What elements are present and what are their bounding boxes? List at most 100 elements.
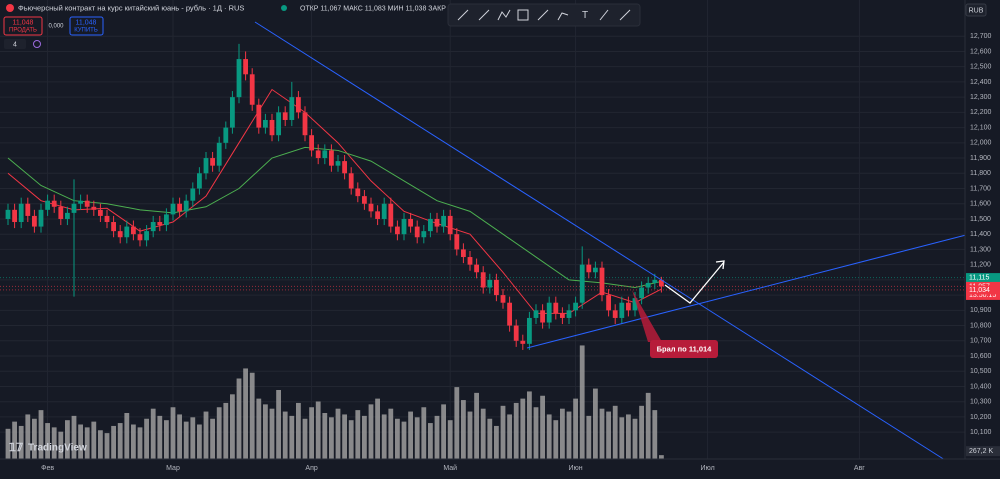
volume-bar	[441, 404, 446, 459]
volume-bar	[368, 404, 374, 459]
candle-body	[467, 257, 473, 265]
volume-bar	[236, 378, 242, 459]
volume-bar	[612, 405, 618, 459]
volume-bar	[428, 423, 433, 459]
candle-body	[216, 142, 222, 166]
volume-bar	[243, 368, 248, 459]
volume-bar	[342, 414, 347, 459]
volume-bar	[560, 408, 565, 459]
symbol-icon	[6, 4, 14, 12]
volume-bar	[124, 413, 130, 459]
buy-label[interactable]: КУПИТЬ	[74, 28, 98, 34]
x-tick-label: Июн	[569, 465, 583, 472]
volume-bar	[170, 407, 176, 459]
volume-bar	[5, 428, 11, 459]
volume-bar	[117, 423, 123, 459]
volume-bar	[348, 420, 354, 459]
volume-bar	[71, 415, 77, 459]
candle-body	[144, 231, 149, 241]
candle-body	[652, 279, 658, 283]
currency[interactable]: RUB	[969, 7, 984, 14]
y-tick-label: 12,300	[970, 94, 992, 101]
volume-bar	[91, 421, 97, 459]
candle-body	[342, 161, 347, 174]
indicator-count[interactable]: 4	[13, 41, 17, 48]
volume-bar	[230, 394, 235, 459]
arrow	[664, 261, 725, 304]
candle-body	[566, 310, 572, 318]
candle-body	[38, 209, 44, 227]
candle-body	[98, 209, 103, 216]
sell-price[interactable]: 11,048	[13, 19, 34, 26]
volume-bar	[282, 411, 288, 459]
currency-box[interactable]	[965, 3, 987, 17]
y-tick-label: 10,500	[970, 368, 992, 375]
candle-body	[454, 234, 460, 250]
y-tick-label: 11,500	[970, 216, 991, 223]
candle-body	[25, 203, 31, 216]
candle-body	[84, 200, 90, 207]
volume-bar	[487, 418, 493, 459]
volume-bar	[447, 420, 453, 459]
volume-bar	[401, 421, 407, 459]
candle-body	[150, 222, 156, 232]
y-tick-label: 12,100	[970, 124, 992, 131]
candle-body	[355, 188, 361, 197]
volume-bar	[25, 414, 31, 459]
candle-body	[619, 302, 625, 318]
candle-body	[256, 104, 262, 128]
candle-body	[362, 196, 367, 204]
candle-body	[428, 218, 433, 232]
candle-body	[659, 279, 664, 287]
candle-body	[434, 218, 440, 227]
y-tick-label: 10,300	[970, 399, 992, 406]
candle-body	[315, 150, 321, 159]
indicator-icon[interactable]	[33, 40, 41, 48]
candle-body	[164, 214, 169, 226]
x-tick-label: Мар	[166, 465, 180, 472]
candle-body	[58, 206, 64, 219]
price-badge	[966, 273, 1000, 283]
buy-price[interactable]: 11,048	[76, 19, 97, 26]
candle-body	[78, 200, 83, 204]
volume-bar	[388, 408, 394, 459]
ohlc: ОТКР 11,067 МАКС 11,083 МИН 11,038 ЗАКР	[300, 5, 446, 12]
candle-body	[480, 272, 486, 288]
candle-body	[276, 112, 281, 136]
y-tick-label: 11,400	[970, 231, 991, 238]
candle-body	[91, 206, 97, 210]
candle-body	[322, 150, 328, 159]
indicator-toggle[interactable]	[4, 39, 26, 49]
candle-body	[520, 340, 526, 344]
candle-body	[395, 226, 400, 235]
volume-bar	[434, 415, 440, 459]
volume-bar	[216, 407, 222, 459]
toolbar-icons[interactable]: T	[457, 9, 631, 21]
y-tick-label: 10,400	[970, 383, 992, 390]
buy-button[interactable]	[69, 16, 104, 36]
callout-text: Брал по 11,014	[657, 344, 713, 353]
y-tick-label: 10,700	[970, 338, 992, 345]
candle-body	[104, 215, 110, 223]
volume-bar	[593, 388, 598, 459]
candle-body	[65, 212, 70, 219]
y-tick-label: 12,000	[970, 140, 992, 147]
sell-label[interactable]: ПРОДАТЬ	[9, 28, 37, 34]
volume-bar	[652, 410, 658, 459]
callout	[650, 340, 718, 358]
volume-bar	[632, 418, 638, 459]
volume-bar	[375, 398, 380, 459]
sell-button[interactable]	[3, 16, 43, 36]
volume-bar	[289, 415, 295, 459]
y-tick-label: 11,800	[970, 170, 991, 177]
volume-bar	[45, 423, 50, 459]
volume-bar	[32, 418, 37, 459]
volume-bar	[507, 414, 512, 459]
candle-body	[626, 302, 631, 311]
candle-body	[223, 127, 229, 143]
volume-bar	[263, 404, 268, 459]
volume-bar	[381, 414, 387, 459]
candle-body	[639, 287, 644, 299]
